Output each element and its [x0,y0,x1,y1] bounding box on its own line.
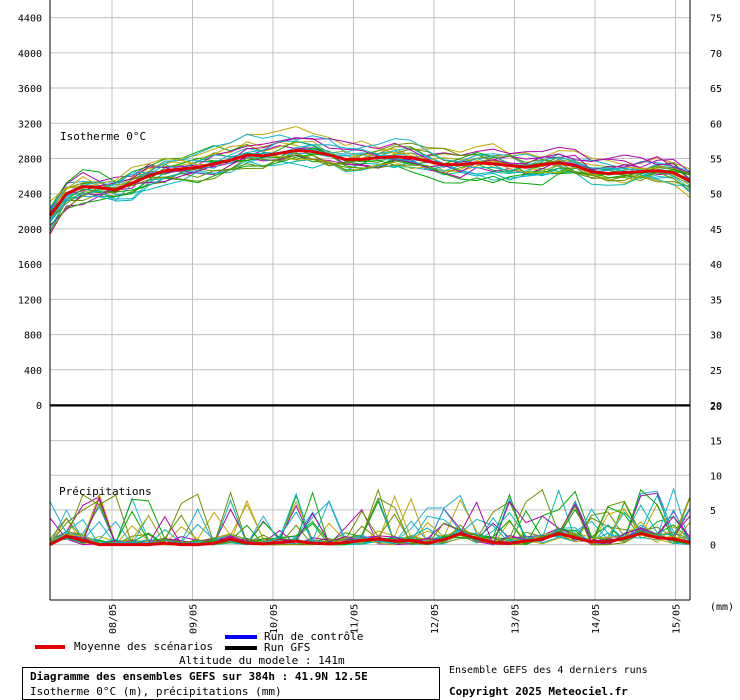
x-tick-label: 13/05 [511,604,522,634]
y-right-tick-label: 15 [710,437,722,448]
y-right-tick-label: 30 [710,331,722,342]
mean-legend-swatch [35,645,65,649]
y-left-tick-label: 2800 [18,154,42,165]
y-right-tick-label: 5 [710,506,716,517]
ensemble-member-isotherm [49,152,691,232]
x-tick-label: 12/05 [430,604,441,634]
control-legend-swatch [225,635,257,639]
footer-subtitle: Isotherme 0°C (m), précipitations (mm) [30,685,282,698]
y-right-tick-label: 75 [710,14,722,25]
y-left-tick-label: 3200 [18,119,42,130]
y-right-tick-label: 65 [710,84,722,95]
y-right-tick-label: 40 [710,260,722,271]
ensemble-member-precip [49,501,691,546]
precip-panel-label: Précipitations [59,485,152,498]
mean-precip-line [49,531,691,547]
y-left-tick-label: 4400 [18,14,42,25]
copyright: Copyright 2025 Meteociel.fr [449,685,628,698]
y-right-tick-label: 20 [710,402,722,413]
ensemble-member-isotherm [49,140,691,230]
footer-title: Diagramme des ensembles GEFS sur 384h : … [30,670,368,683]
y-right-tick-label: 50 [710,190,722,201]
tick-labels: 4400400036003200280024002000160012008004… [18,14,722,634]
x-tick-label: 10/05 [269,604,280,634]
mean-series [48,149,691,547]
ensemble-series [49,125,691,546]
y-left-tick-label: 2400 [18,190,42,201]
chart-grid [50,0,690,600]
y-right-tick-label: 35 [710,295,722,306]
y-left-tick-label: 4000 [18,49,42,60]
y-right-tick-label: 20 [710,401,722,412]
y-left-tick-label: 2000 [18,225,42,236]
y-left-tick-label: 400 [24,366,42,377]
mean-isotherm-line [48,149,691,217]
y-left-tick-label: 3600 [18,84,42,95]
y-left-tick-label: 800 [24,331,42,342]
mean-legend-label: Moyenne des scénarios [74,640,214,653]
y-right-tick-label: 10 [710,471,722,482]
control-legend-label: Run de contrôle [264,630,364,643]
x-tick-label: 11/05 [350,604,361,634]
y-right-tick-label: 60 [710,119,722,130]
isotherm-panel-label: Isotherme 0°C [60,130,146,143]
unit-label: (mm) [710,602,734,613]
y-right-tick-label: 0 [710,541,716,552]
y-left-tick-label: 1600 [18,260,42,271]
y-right-tick-label: 70 [710,49,722,60]
ensemble-member-isotherm [49,154,691,203]
gfs-legend-swatch [225,646,257,650]
gfs-legend-label: Run GFS [264,641,311,654]
y-right-tick-label: 55 [710,154,722,165]
x-tick-label: 14/05 [591,604,602,634]
runs-label: Ensemble GEFS des 4 derniers runs [449,665,648,676]
altitude-label: Altitude du modele : 141m [179,654,345,667]
y-left-tick-label: 0 [36,401,42,412]
y-left-tick-label: 1200 [18,295,42,306]
chart-axes [49,0,691,601]
y-right-tick-label: 25 [710,366,722,377]
y-right-tick-label: 45 [710,225,722,236]
x-tick-label: 09/05 [189,604,200,634]
x-tick-label: 15/05 [672,604,683,634]
x-tick-label: 08/05 [108,604,119,634]
ensemble-member-precip [49,489,691,546]
ensemble-member-isotherm [49,142,691,220]
footer-box [22,667,440,700]
ensemble-member-isotherm [49,146,691,213]
